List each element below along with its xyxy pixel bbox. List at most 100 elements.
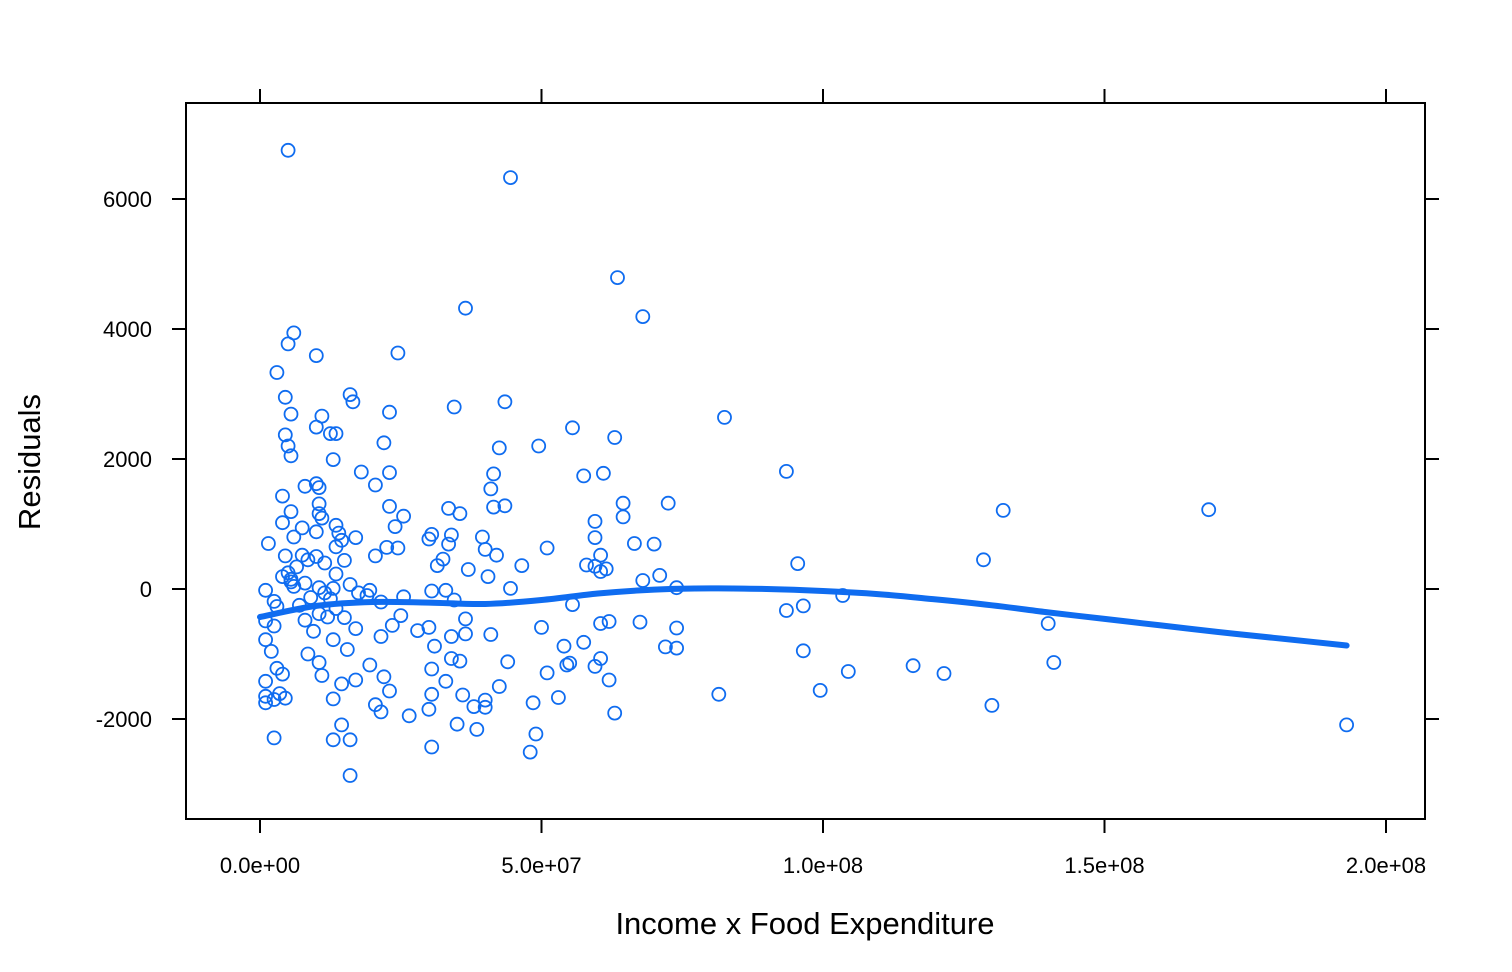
- data-point: [317, 555, 333, 571]
- data-point: [331, 525, 347, 541]
- data-point: [579, 557, 594, 573]
- data-point: [286, 579, 302, 594]
- data-point: [410, 623, 426, 638]
- data-point: [790, 556, 806, 571]
- data-point: [466, 699, 482, 714]
- data-point: [266, 730, 282, 746]
- data-point: [348, 672, 364, 688]
- data-point: [531, 438, 547, 454]
- data-point: [562, 655, 578, 671]
- data-point: [328, 426, 344, 442]
- x-tick-label: 0.0e+00: [220, 853, 300, 878]
- x-tick-label: 2.0e+08: [1346, 853, 1426, 878]
- data-point: [607, 705, 623, 721]
- data-point: [840, 664, 856, 679]
- data-point: [280, 142, 296, 158]
- data-point: [984, 698, 1000, 713]
- data-point: [632, 614, 648, 630]
- data-point: [627, 536, 642, 551]
- data-point: [342, 732, 358, 748]
- data-point: [446, 592, 462, 608]
- data-point: [660, 495, 676, 511]
- data-point: [382, 465, 397, 481]
- data-point: [294, 520, 310, 536]
- data-point: [277, 690, 293, 706]
- data-point: [610, 270, 625, 286]
- data-point: [593, 616, 608, 631]
- x-tick-label: 1.0e+08: [783, 853, 863, 878]
- data-point: [443, 527, 459, 543]
- data-point: [576, 468, 592, 484]
- data-point: [669, 620, 684, 636]
- data-point: [587, 514, 603, 529]
- data-point: [308, 549, 324, 564]
- data-point: [342, 768, 358, 783]
- data-point: [1201, 502, 1217, 518]
- data-point: [452, 506, 468, 521]
- data-point: [373, 629, 389, 644]
- data-point: [334, 717, 350, 733]
- y-tick-label: -2000: [96, 707, 152, 732]
- x-axis-title: Income x Food Expenditure: [615, 906, 994, 941]
- data-point: [587, 659, 603, 674]
- data-point: [615, 495, 631, 511]
- data-point: [362, 657, 378, 673]
- data-point: [460, 562, 476, 577]
- data-point: [795, 598, 811, 614]
- data-point: [373, 704, 389, 720]
- data-point: [421, 531, 437, 547]
- data-point: [525, 695, 541, 711]
- data-point: [275, 488, 290, 504]
- data-point: [303, 590, 319, 605]
- data-point: [342, 387, 358, 403]
- data-point: [336, 610, 352, 625]
- data-point: [615, 509, 631, 525]
- data-point: [328, 566, 344, 582]
- data-point: [491, 440, 507, 456]
- data-point: [384, 618, 400, 633]
- data-point: [936, 666, 952, 681]
- data-point: [539, 665, 555, 681]
- data-point: [534, 620, 549, 635]
- data-point: [779, 603, 794, 618]
- data-point: [277, 548, 293, 564]
- data-point: [601, 614, 617, 629]
- data-point: [306, 623, 321, 639]
- data-point: [477, 699, 493, 715]
- data-point: [474, 529, 490, 545]
- data-point: [551, 690, 566, 705]
- data-point: [443, 651, 459, 666]
- data-point: [717, 409, 732, 425]
- y-tick-label: 6000: [103, 187, 152, 212]
- data-point: [1040, 616, 1056, 631]
- data-point: [427, 638, 442, 654]
- data-point: [263, 644, 279, 659]
- data-point: [308, 524, 324, 540]
- data-point: [1046, 655, 1062, 670]
- data-point: [275, 666, 290, 682]
- data-point: [275, 515, 290, 531]
- data-point: [458, 626, 473, 642]
- data-point: [269, 365, 285, 380]
- data-point: [489, 547, 504, 563]
- data-point: [491, 679, 507, 694]
- data-point: [314, 510, 330, 526]
- data-point: [308, 476, 324, 492]
- data-point: [576, 634, 592, 650]
- smooth-line: [257, 585, 1350, 649]
- data-point: [477, 692, 493, 708]
- data-point: [334, 676, 350, 692]
- data-point: [258, 582, 274, 598]
- data-point: [421, 701, 437, 717]
- data-point: [401, 708, 417, 724]
- data-point: [382, 683, 397, 699]
- plot-frame: [185, 102, 1426, 820]
- data-point: [995, 502, 1011, 518]
- data-point: [601, 672, 617, 688]
- data-point: [353, 464, 369, 480]
- data-point: [297, 612, 313, 628]
- data-point: [556, 638, 572, 654]
- data-point: [277, 389, 293, 405]
- data-point: [455, 687, 471, 703]
